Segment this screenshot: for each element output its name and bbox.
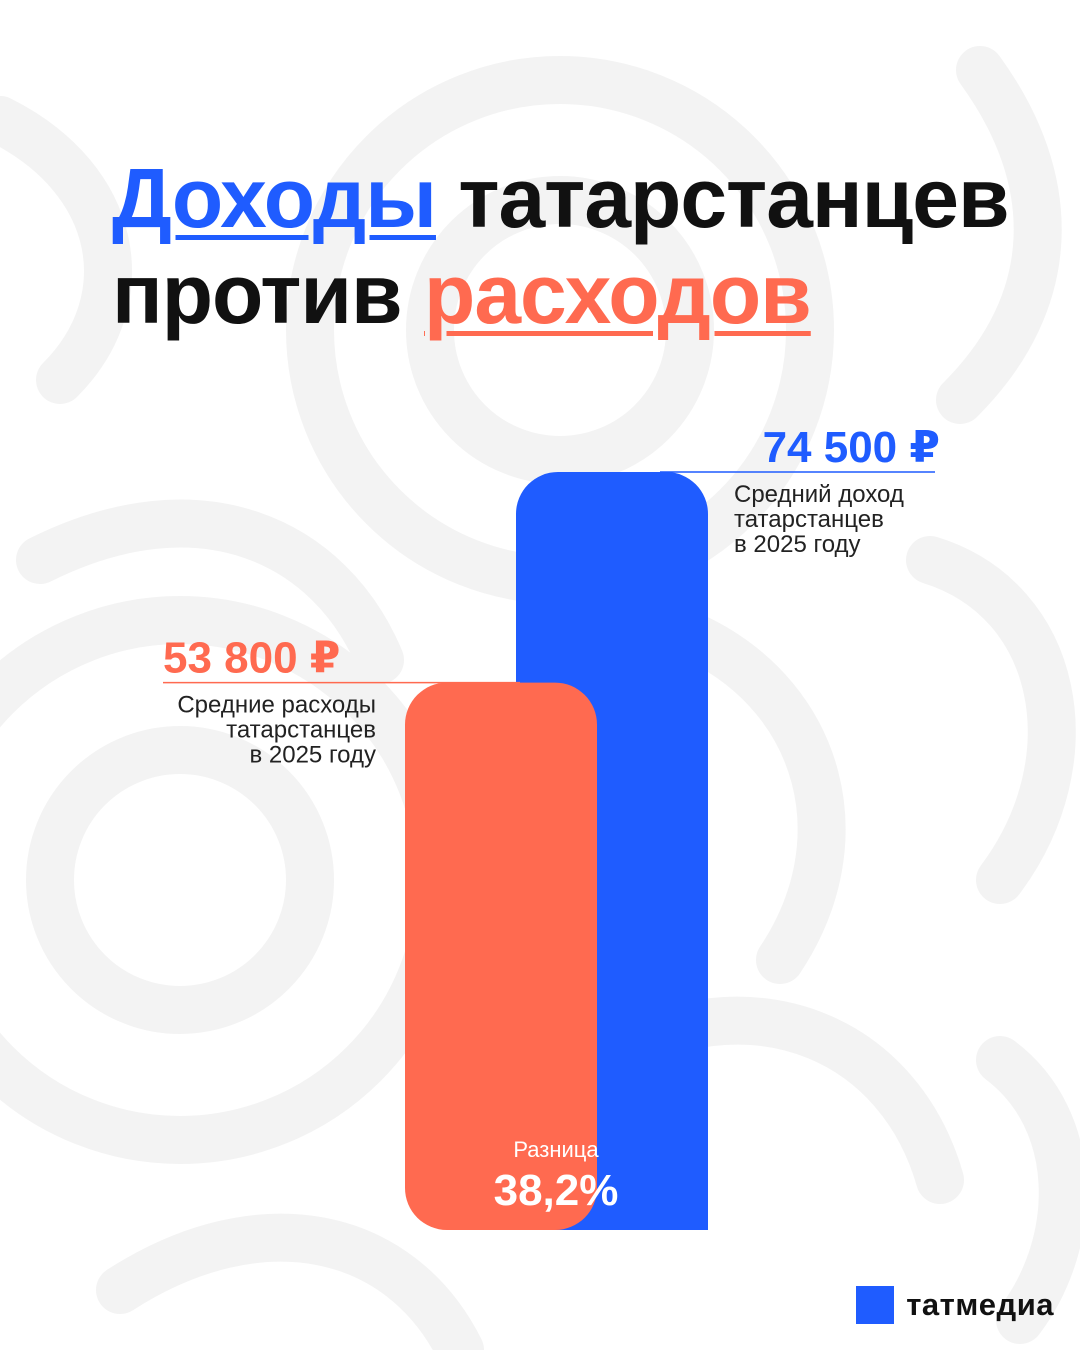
title-text-2: против [112,247,425,341]
income-description-line: в 2025 году [734,531,861,558]
income-description-line: татарстанцев [734,506,884,533]
title-text-1: татарстанцев [435,151,1009,245]
difference-caption: Разница [513,1137,599,1162]
bar-expenses [405,682,597,1230]
expenses-description-line: Средние расходы [177,692,376,719]
income-value-label: 74 500 ₽ [763,423,940,472]
title-highlight-income: Доходы [112,151,437,245]
expenses-value-label: 53 800 ₽ [163,634,340,683]
expenses-description-line: татарстанцев [226,717,376,744]
title-highlight-expenses: расходов [424,247,812,341]
brand-logo: татмедиа [856,1286,1054,1324]
income-description-line: Средний доход [734,481,904,508]
brand-name: татмедиа [906,1287,1054,1322]
page-title: Доходы татарстанцев против расходов [112,150,1010,342]
difference-value: 38,2% [494,1166,619,1215]
expenses-description-line: в 2025 году [249,742,376,769]
brand-square-icon [856,1286,895,1324]
